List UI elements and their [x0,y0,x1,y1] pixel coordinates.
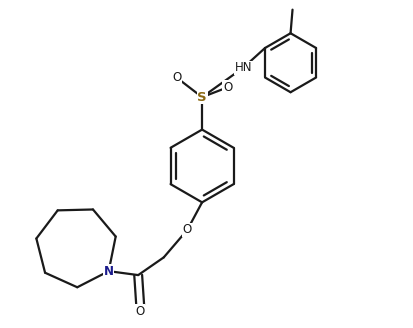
Text: O: O [135,305,145,318]
Text: N: N [103,265,114,278]
Text: O: O [182,223,192,236]
Text: O: O [171,71,181,84]
Text: S: S [197,91,206,104]
Text: HN: HN [234,61,252,74]
Text: O: O [223,81,232,94]
Text: N: N [103,265,114,278]
